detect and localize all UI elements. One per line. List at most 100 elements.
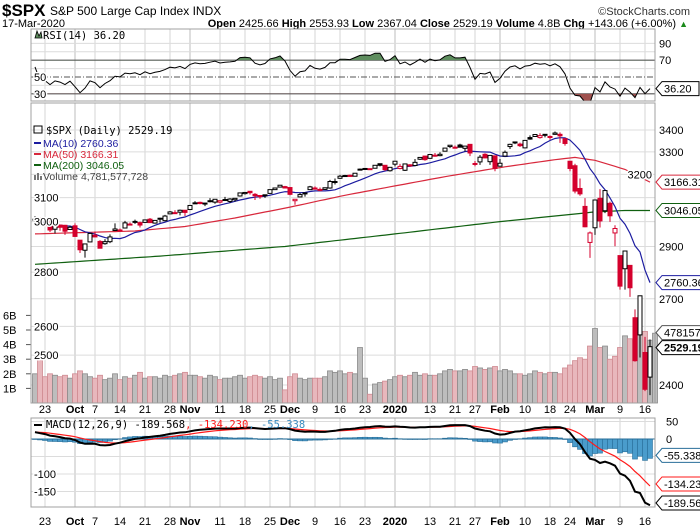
x-tick-label: 10 [519,404,531,416]
volume-bar [237,374,243,404]
candle-body [117,229,123,232]
candlestick [122,220,128,229]
macd-hist-value-tag [655,447,700,463]
volume-value-tag-text: 4781577 [664,328,700,340]
close-value-tag [655,340,700,356]
volume-legend-icon [34,173,42,180]
x-tick-label: 27 [469,404,481,416]
x-tick-label: 18 [239,404,251,416]
x-tick-label: 16 [639,404,651,416]
macd-legend-hist: , -55.338 [248,419,305,431]
rsi-tick-label: 50 [34,72,46,84]
price-tick-label: 3300 [659,147,683,159]
x-tick-label: 21 [139,404,151,416]
candlestick [567,160,573,172]
candlestick [197,201,203,205]
macd-histogram-bar [627,438,633,454]
candlestick [412,158,418,167]
candle-body [187,204,193,211]
change-value: +143.06 (+6.00%) [588,18,676,30]
candle-body [562,138,568,144]
volume-tick-label: 5B [3,325,16,337]
volume-bar [397,374,403,404]
candle-body [582,205,588,228]
rsi-value-tag-text: 36.20 [664,84,692,96]
candle-body [92,234,98,238]
candle-body [592,199,598,229]
rsi-value-tag [655,81,700,97]
candle-body [417,156,423,160]
candle-body [137,222,143,226]
volume-bar [267,376,273,404]
candlestick [522,139,528,149]
candle-body [107,236,113,243]
candlestick [582,198,588,228]
x-tick-label: 21 [449,516,461,528]
volume-bar [562,367,568,404]
x-tick-label: 14 [114,404,126,416]
candlestick [57,224,63,231]
volume-bar [552,371,558,404]
volume-bar [392,376,398,404]
price-tick-label: 2700 [659,294,683,306]
x-tick-label: 13 [424,516,436,528]
candlestick [397,163,403,170]
candle-body [212,198,218,203]
volume-bar [297,377,303,404]
volume-bar [602,345,608,404]
candle-body [527,137,533,140]
candlestick [442,147,448,152]
candlestick [87,232,93,243]
volume-bar [407,374,413,404]
value-tags: 36.20 3166.31 3046.05 2760.36 4781577 2529.19… [655,81,700,511]
candle-body [32,218,38,221]
candlestick [357,168,363,171]
candle-body [437,153,443,157]
candle-body [337,175,343,179]
volume-value: 4.8B [538,18,561,30]
volume-bar [277,377,283,404]
volume-bar [227,377,233,404]
x-tick-label: 13 [424,404,436,416]
candlestick [42,221,48,227]
candlestick [377,163,383,167]
candle-body [387,166,393,172]
candlestick [142,219,148,223]
candlestick [647,339,653,396]
candlestick [537,133,543,139]
volume-bar [347,371,353,404]
volume-tick-label: 1B [3,383,16,395]
volume-bar [502,369,508,404]
candlestick [547,135,553,140]
candlestick [92,231,98,238]
candlestick [407,164,413,167]
volume-bar [147,376,153,404]
candle-body [257,195,263,198]
x-tick-label: 23 [359,404,371,416]
candlestick [462,145,468,152]
macd-legend-text: MACD(12,26,9) -189.568, -134.230, -55.33… [46,419,305,431]
price-tick-label: 3200 [628,169,652,181]
macd-signal-value-tag-text: -134.230 [664,479,700,491]
volume-bar [627,338,633,404]
candle-body [72,225,78,237]
volume-bar [262,377,268,404]
candlestick [502,150,508,157]
candle-body [517,143,523,147]
x-tick-label: 9 [312,404,318,416]
candle-body [612,227,618,234]
candle-body [67,226,73,230]
candle-body [207,200,213,203]
candlestick [47,219,53,232]
candle-body [272,187,278,191]
candle-body [217,200,223,203]
candle-body [97,240,103,249]
candlestick [552,131,558,135]
volume-bar [217,379,223,404]
candlestick [292,198,298,205]
candlestick [512,141,518,145]
index-name-text: S&P 500 Large Cap Index [50,4,189,18]
candlestick [317,187,323,192]
rsi-legend: RSI(14) 36.20 [34,29,125,42]
stockcharts-watermark[interactable]: ©StockCharts.com [598,6,690,18]
